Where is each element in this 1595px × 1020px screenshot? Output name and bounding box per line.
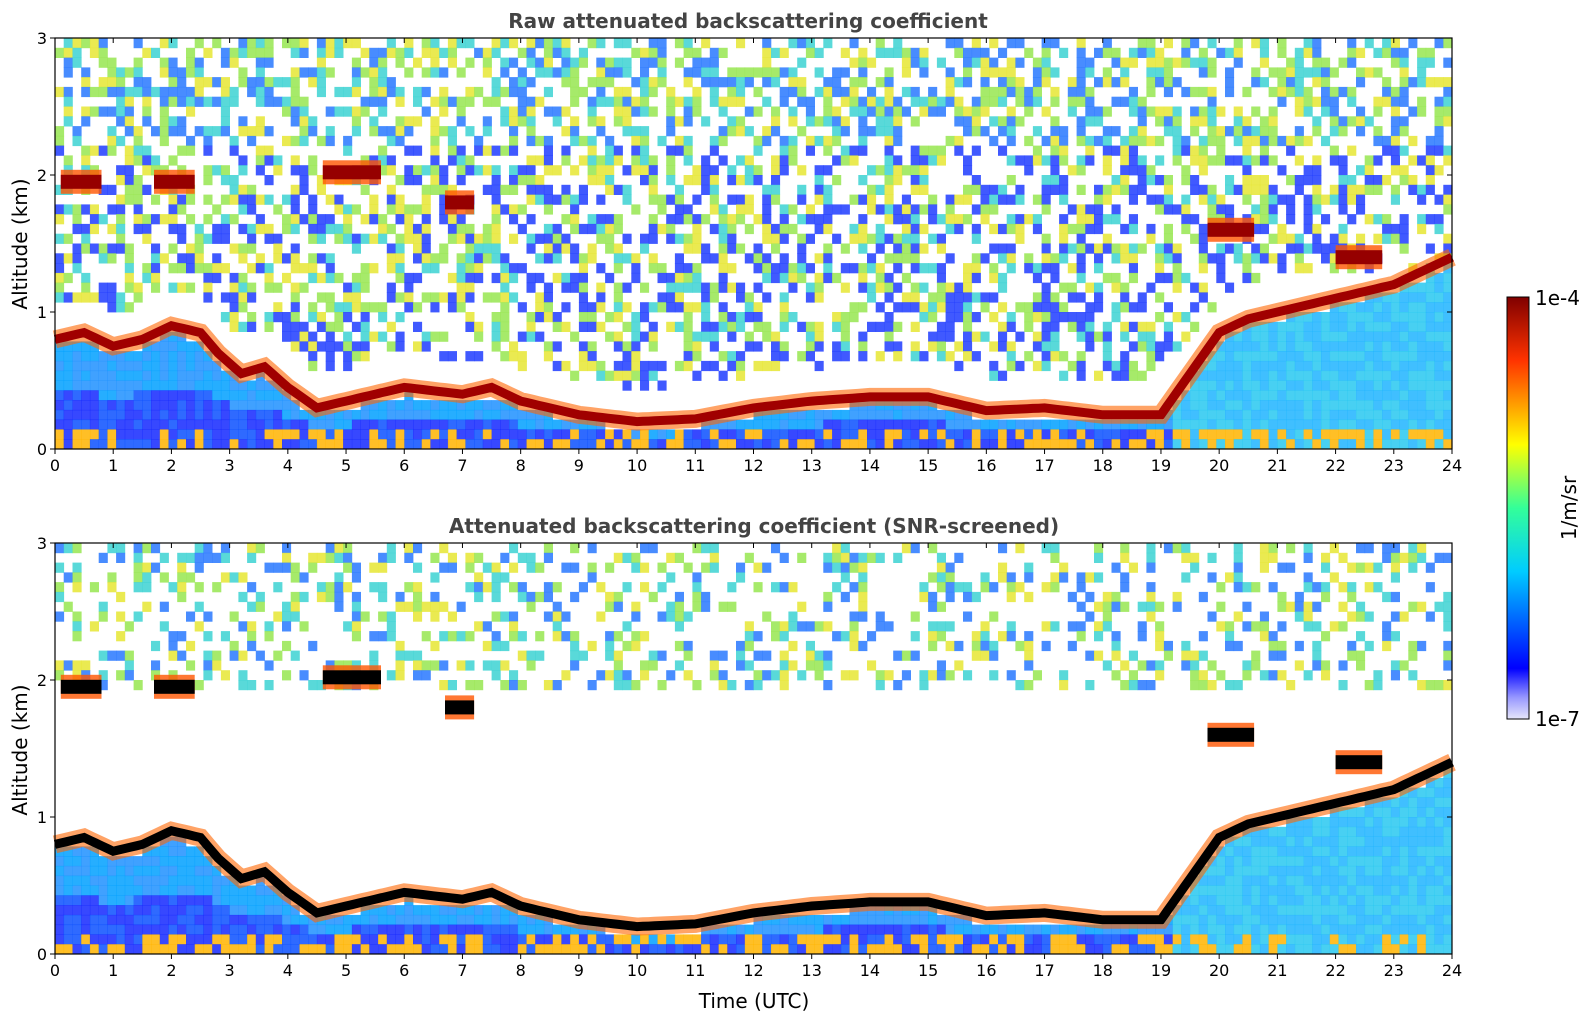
screened-backscatter-heatmap: [52, 543, 1456, 955]
x-tick-label: 12: [743, 961, 763, 980]
x-tick-label: 12: [743, 456, 763, 475]
x-tick-label: 3: [225, 961, 235, 980]
y-tick-label: 2: [37, 671, 47, 690]
bottom-y-axis-label: Altitude (km): [8, 684, 32, 815]
top-x-ticks: 0 1 2 3 4 5 6 7 8 9 10 11 12 13 14 15 16 17 18 19 20 21 22 23 24: [50, 38, 1462, 475]
x-tick-label: 3: [225, 456, 235, 475]
top-y-ticks: 0 1 2 3: [37, 29, 1452, 459]
y-tick-label: 1: [37, 303, 47, 322]
y-tick-label: 3: [37, 29, 47, 48]
y-tick-label: 0: [37, 945, 47, 964]
x-tick-label: 21: [1267, 961, 1287, 980]
x-tick-label: 8: [516, 456, 526, 475]
x-tick-label: 14: [860, 961, 880, 980]
x-tick-label: 20: [1209, 961, 1229, 980]
x-tick-label: 21: [1267, 456, 1287, 475]
bottom-y-ticks: 0 1 2 3: [37, 534, 1452, 964]
x-tick-label: 24: [1442, 961, 1462, 980]
x-tick-label: 19: [1151, 961, 1171, 980]
x-tick-label: 4: [283, 456, 293, 475]
x-tick-label: 9: [574, 456, 584, 475]
top-panel-title: Raw attenuated backscattering coefficien…: [508, 9, 988, 33]
raw-backscatter-panel: 0 1 2 3 4 5 6 7 8 9 10 11 12 13 14 15 16 17 18 19 20 21 22 23 24…: [37, 29, 1462, 475]
x-tick-label: 0: [50, 961, 60, 980]
x-tick-label: 24: [1442, 456, 1462, 475]
x-tick-label: 10: [627, 961, 647, 980]
x-tick-label: 2: [166, 456, 176, 475]
x-tick-label: 13: [802, 961, 822, 980]
x-tick-label: 7: [457, 961, 467, 980]
bottom-x-ticks: 0 1 2 3 4 5 6 7 8 9 10 11 12 13 14 15 16 17 18 19 20 21 22 23 24: [50, 543, 1462, 980]
x-tick-label: 16: [976, 961, 996, 980]
x-tick-label: 7: [457, 456, 467, 475]
x-tick-label: 8: [516, 961, 526, 980]
x-tick-label: 0: [50, 456, 60, 475]
colorbar: [1506, 296, 1530, 720]
x-tick-label: 13: [802, 456, 822, 475]
raw-backscatter-heatmap: [52, 38, 1456, 450]
x-axis-label: Time (UTC): [698, 989, 810, 1013]
x-tick-label: 2: [166, 961, 176, 980]
x-tick-label: 1: [108, 961, 118, 980]
colorbar-unit-label: 1/m/sr: [1557, 475, 1581, 540]
x-tick-label: 23: [1384, 456, 1404, 475]
y-tick-label: 1: [37, 808, 47, 827]
x-tick-label: 15: [918, 961, 938, 980]
y-tick-label: 3: [37, 534, 47, 553]
y-tick-label: 2: [37, 166, 47, 185]
x-tick-label: 18: [1093, 961, 1113, 980]
colorbar-max-label: 1e-4: [1535, 286, 1580, 310]
x-tick-label: 18: [1093, 456, 1113, 475]
colorbar-min-label: 1e-7: [1535, 707, 1580, 731]
x-tick-label: 6: [399, 961, 409, 980]
x-tick-label: 20: [1209, 456, 1229, 475]
x-tick-label: 11: [685, 456, 705, 475]
x-tick-label: 23: [1384, 961, 1404, 980]
y-tick-label: 0: [37, 440, 47, 459]
x-tick-label: 14: [860, 456, 880, 475]
screened-backscatter-panel: 0 1 2 3 4 5 6 7 8 9 10 11 12 13 14 15 16 17 18 19 20 21 22 23 24…: [37, 534, 1462, 980]
x-tick-label: 17: [1034, 961, 1054, 980]
x-tick-label: 5: [341, 961, 351, 980]
x-tick-label: 22: [1325, 456, 1345, 475]
x-tick-label: 5: [341, 456, 351, 475]
x-tick-label: 15: [918, 456, 938, 475]
x-tick-label: 4: [283, 961, 293, 980]
x-tick-label: 1: [108, 456, 118, 475]
top-y-axis-label: Altitude (km): [8, 178, 32, 309]
x-tick-label: 11: [685, 961, 705, 980]
bottom-panel-title: Attenuated backscattering coefficient (S…: [449, 514, 1059, 538]
x-tick-label: 17: [1034, 456, 1054, 475]
x-tick-label: 6: [399, 456, 409, 475]
x-tick-label: 19: [1151, 456, 1171, 475]
x-tick-label: 10: [627, 456, 647, 475]
x-tick-label: 9: [574, 961, 584, 980]
x-tick-label: 16: [976, 456, 996, 475]
x-tick-label: 22: [1325, 961, 1345, 980]
